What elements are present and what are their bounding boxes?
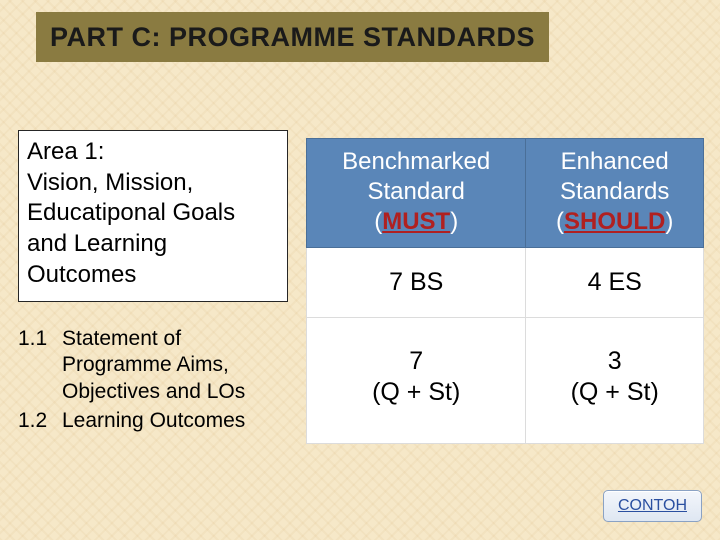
cell-line: 3: [608, 347, 622, 375]
cell-line: 7: [409, 347, 423, 375]
paren: (: [556, 208, 564, 235]
header-line: Standards: [560, 178, 669, 205]
col-header-enhanced: Enhanced Standards (SHOULD): [526, 139, 704, 248]
area-box: Area 1: Vision, Mission, Educatiponal Go…: [18, 130, 288, 302]
table-row: 7 BS 4 ES: [307, 248, 704, 318]
cell-es-count: 4 ES: [526, 248, 704, 318]
header-line: Standard: [368, 178, 465, 205]
list-item: 1.1 Statement of Programme Aims, Objecti…: [18, 326, 288, 407]
area-line1: Area 1:: [27, 137, 279, 168]
keyword-should: SHOULD: [564, 208, 665, 235]
cell-bs-qst: 7 (Q + St): [307, 318, 526, 444]
table-row: 7 (Q + St) 3 (Q + St): [307, 318, 704, 444]
page-title: PART C: PROGRAMME STANDARDS: [50, 22, 535, 53]
cell-bs-count: 7 BS: [307, 248, 526, 318]
standards-table: Benchmarked Standard (MUST) Enhanced Sta…: [306, 138, 704, 444]
cell-line: (Q + St): [372, 378, 460, 406]
cell-es-qst: 3 (Q + St): [526, 318, 704, 444]
sub-list: 1.1 Statement of Programme Aims, Objecti…: [18, 326, 288, 436]
header-line: Benchmarked: [342, 148, 490, 175]
table-header-row: Benchmarked Standard (MUST) Enhanced Sta…: [307, 139, 704, 248]
header-line: Enhanced: [561, 148, 669, 175]
contoh-label: CONTOH: [618, 497, 687, 514]
paren: ): [665, 208, 673, 235]
area-line2: Vision, Mission, Educatiponal Goals and …: [27, 168, 279, 291]
cell-line: (Q + St): [571, 378, 659, 406]
list-item-num: 1.1: [18, 326, 62, 407]
list-item-text: Statement of Programme Aims, Objectives …: [62, 326, 288, 407]
left-column: Area 1: Vision, Mission, Educatiponal Go…: [18, 130, 288, 435]
list-item: 1.2 Learning Outcomes: [18, 408, 288, 435]
col-header-benchmarked: Benchmarked Standard (MUST): [307, 139, 526, 248]
paren: ): [450, 208, 458, 235]
contoh-button[interactable]: CONTOH: [603, 490, 702, 522]
paren: (: [374, 208, 382, 235]
list-item-num: 1.2: [18, 408, 62, 435]
list-item-text: Learning Outcomes: [62, 408, 288, 435]
keyword-must: MUST: [382, 208, 450, 235]
title-bar: PART C: PROGRAMME STANDARDS: [36, 12, 549, 62]
